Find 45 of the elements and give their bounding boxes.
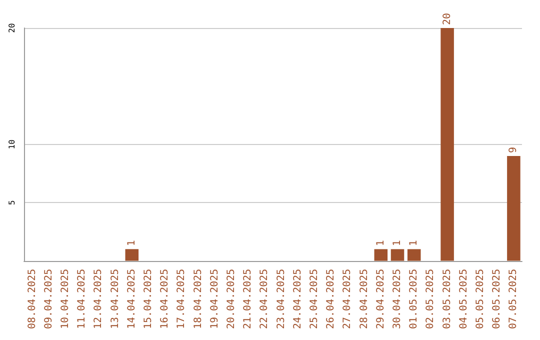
- x-tick-label: 16.04.2025: [160, 268, 171, 330]
- bar: [440, 28, 454, 261]
- x-tick-label: 03.05.2025: [442, 268, 453, 330]
- bar: [374, 249, 388, 261]
- data-label: 1: [392, 240, 403, 246]
- y-tick-label: 20: [8, 23, 16, 33]
- x-tick-label: 05.05.2025: [475, 268, 486, 330]
- x-tick-label: 02.05.2025: [425, 268, 436, 330]
- x-tick-label: 27.04.2025: [342, 268, 354, 330]
- x-tick-label: 06.05.2025: [492, 268, 503, 330]
- y-tick-label: 10: [8, 139, 16, 150]
- x-tick-label: 26.04.2025: [326, 268, 337, 330]
- data-label: 9: [508, 147, 520, 154]
- x-tick-label: 30.04.2025: [392, 268, 403, 330]
- x-tick-label: 24.04.2025: [292, 268, 304, 330]
- bar: [507, 156, 520, 261]
- data-label: 1: [126, 240, 138, 246]
- x-tick-label: 11.04.2025: [76, 268, 88, 330]
- x-tick-label: 15.04.2025: [143, 268, 154, 330]
- x-tick-label: 21.04.2025: [242, 268, 254, 330]
- data-label: 20: [442, 12, 453, 25]
- x-tick-label: 28.04.2025: [358, 268, 370, 330]
- x-tick-label: 14.04.2025: [126, 268, 138, 330]
- y-tick-label: 5: [8, 200, 16, 206]
- x-tick-label: 01.05.2025: [408, 268, 420, 330]
- data-label: 1: [408, 240, 420, 246]
- bar: [390, 249, 404, 261]
- x-tick-label: 08.04.2025: [26, 268, 38, 330]
- x-tick-label: 20.04.2025: [226, 268, 237, 330]
- x-tick-label: 09.04.2025: [43, 268, 54, 330]
- data-label: 1: [375, 240, 386, 246]
- bar: [125, 249, 139, 261]
- x-tick-label: 29.04.2025: [375, 268, 386, 330]
- x-tick-label: 10.04.2025: [60, 268, 71, 330]
- x-tick-label: 18.04.2025: [192, 268, 204, 330]
- x-tick-label: 22.04.2025: [259, 268, 270, 330]
- x-tick-label: 17.04.2025: [176, 268, 188, 330]
- x-tick-label: 04.05.2025: [458, 268, 470, 330]
- x-tick-label: 25.04.2025: [309, 268, 320, 330]
- x-tick-label: 13.04.2025: [110, 268, 121, 330]
- bar: [407, 249, 421, 261]
- x-tick-label: 19.04.2025: [209, 268, 220, 330]
- x-tick-label: 23.04.2025: [276, 268, 287, 330]
- x-tick-label: 07.05.2025: [508, 268, 520, 330]
- x-tick-label: 12.04.2025: [93, 268, 104, 330]
